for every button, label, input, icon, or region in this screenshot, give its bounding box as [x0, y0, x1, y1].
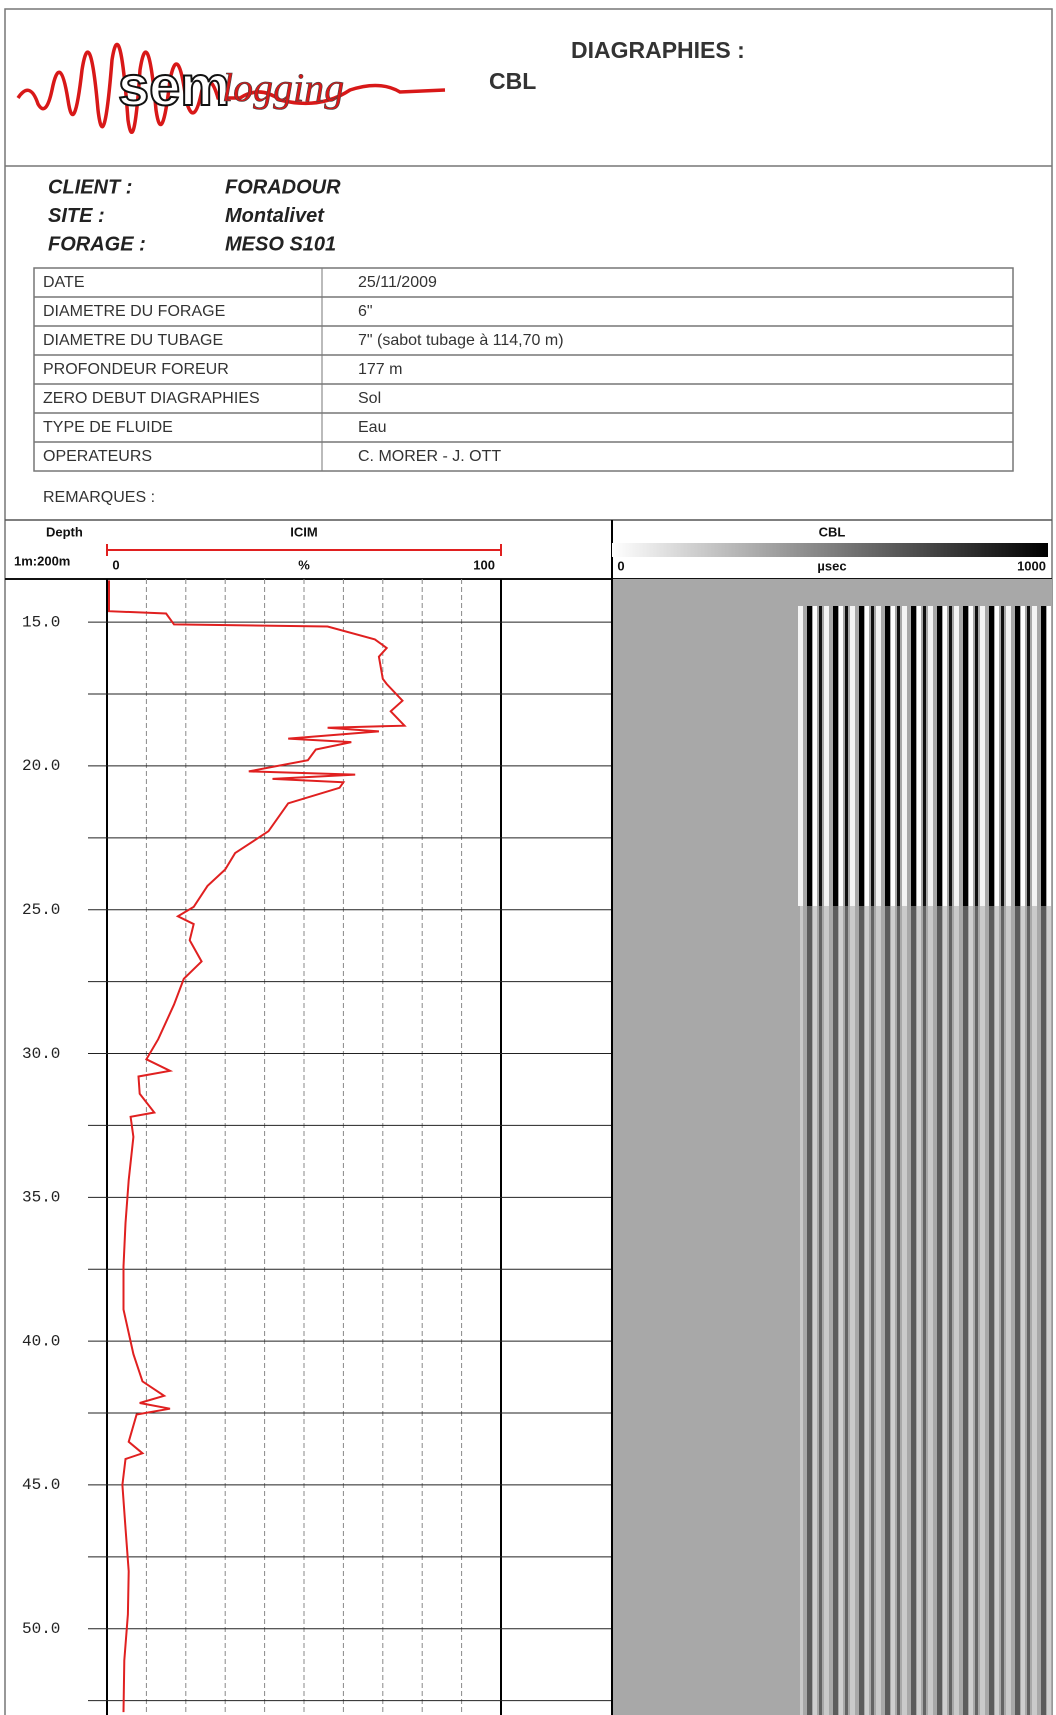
track-title: ICIM — [290, 524, 317, 539]
y-tick-label: 35.0 — [22, 1189, 60, 1207]
depth-title: Depth — [46, 524, 83, 539]
well-label: FORAGE : — [48, 233, 146, 255]
log: Depth 1m:200m ICIM% 0 100 15.0 20.0 25.0 30.0 35.… — [14, 520, 1052, 1715]
depth-scale: 1m:200m — [14, 553, 70, 568]
gradient-bar — [612, 543, 1048, 557]
table-label: DATE — [43, 274, 84, 291]
x-tick-label: 0 — [112, 557, 119, 572]
y-tick-label: 40.0 — [22, 1332, 60, 1350]
remarks: REMARQUES : — [43, 489, 155, 506]
page: sem logging DIAGRAPHIES : CBL CLIENT : FO… — [0, 0, 1056, 1715]
well-value: MESO S101 — [225, 233, 336, 255]
well-label: CLIENT : — [48, 176, 132, 198]
well-info: CLIENT : FORADOUR SITE : Montalivet FORAGE :… — [48, 176, 341, 255]
logo-mark: sem — [118, 54, 230, 117]
table-value: 6" — [358, 303, 373, 320]
vdl-waves — [798, 606, 1052, 906]
log-type: CBL — [489, 68, 536, 94]
well-value: Montalivet — [225, 205, 325, 227]
y-tick-label: 30.0 — [22, 1045, 60, 1063]
table-label: ZERO DEBUT DIAGRAPHIES — [43, 390, 260, 407]
vdl-waves — [800, 906, 1052, 1715]
y-tick-label: 45.0 — [22, 1476, 60, 1494]
table-value: 7" (sabot tubage à 114,70 m) — [358, 332, 564, 349]
x-unit: µsec — [817, 558, 846, 573]
table-value: 25/11/2009 — [358, 274, 437, 291]
x-unit: % — [298, 557, 310, 572]
track-title: CBL — [819, 524, 846, 539]
x-tick-label: 100 — [473, 557, 495, 572]
y-tick-label: 25.0 — [22, 901, 60, 919]
well-label: SITE : — [48, 205, 105, 227]
table-value: Sol — [358, 390, 381, 407]
data-line — [109, 580, 405, 1712]
table-label: OPERATEURS — [43, 448, 152, 465]
table-label: PROFONDEUR FOREUR — [43, 361, 229, 378]
y-tick-label: 20.0 — [22, 757, 60, 775]
title: DIAGRAPHIES : — [571, 37, 745, 63]
logo-text: logging — [222, 65, 344, 110]
table-label: DIAMETRE DU FORAGE — [43, 303, 225, 320]
y-tick-label: 15.0 — [22, 613, 60, 631]
y-tick-label: 50.0 — [22, 1620, 60, 1638]
table-label: DIAMETRE DU TUBAGE — [43, 332, 223, 349]
table-label: TYPE DE FLUIDE — [43, 419, 173, 436]
info-table: DATE 25/11/2009 DIAMETRE DU FORAGE 6" DIAMET… — [34, 268, 1013, 471]
table-value: C. MORER - J. OTT — [358, 448, 501, 465]
x-tick-label: 1000 — [1017, 558, 1046, 573]
x-tick-label: 0 — [617, 558, 624, 573]
well-value: FORADOUR — [225, 176, 341, 198]
table-value: Eau — [358, 419, 386, 436]
table-value: 177 m — [358, 361, 402, 378]
